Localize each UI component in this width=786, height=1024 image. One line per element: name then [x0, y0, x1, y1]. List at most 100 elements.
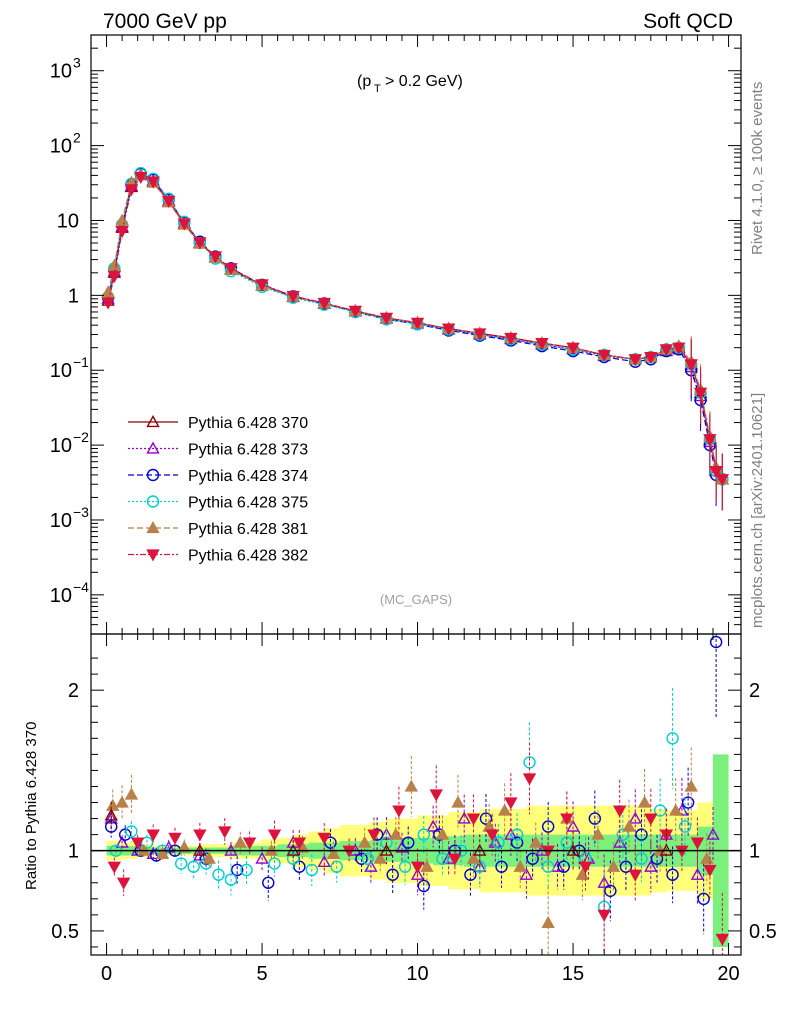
header-left: 7000 GeV pp — [103, 10, 227, 33]
legend-item-382: Pythia 6.428 382 — [128, 548, 308, 565]
main-data-point — [473, 328, 487, 341]
ratio-data-point — [417, 828, 430, 841]
ratio-data-point — [628, 869, 642, 882]
ratio-y-tick-label: 2 — [68, 680, 79, 702]
main-data-point — [379, 312, 394, 325]
ratio-data-point — [644, 859, 658, 872]
ratio-data-point — [230, 863, 244, 877]
ratio-data-point — [267, 829, 282, 842]
main-data-point — [286, 290, 300, 303]
cut-label: (p T > 0.2 GeV) — [357, 73, 463, 95]
ratio-panel-frame — [90, 633, 742, 956]
ratio-data-point — [268, 857, 281, 870]
ratio-data-point — [292, 837, 307, 850]
main-series-373 — [101, 167, 730, 511]
main-data-point — [644, 351, 658, 364]
legend-label: Pythia 6.428 381 — [188, 521, 308, 538]
ratio-data-point — [373, 851, 387, 864]
ratio-data-point — [504, 827, 518, 840]
ratio-data-point — [212, 868, 225, 881]
ratio-data-point — [104, 808, 118, 821]
ratio-data-point — [637, 795, 652, 808]
ratio-data-point — [330, 860, 343, 873]
ratio-data-point — [541, 860, 555, 873]
ratio-data-point — [466, 813, 481, 826]
ratio-series-374 — [105, 634, 723, 935]
legend-item-370: Pythia 6.428 370 — [128, 415, 308, 432]
ratio-data-point — [619, 860, 633, 873]
ratio-data-point — [420, 859, 434, 872]
ratio-data-point — [541, 915, 555, 928]
main-data-point — [410, 317, 425, 330]
ratio-data-point — [597, 875, 611, 888]
main-data-point — [684, 359, 698, 372]
main-data-point — [566, 342, 580, 355]
ratio-data-point — [653, 804, 667, 817]
cut-label-prefix: (p — [357, 73, 371, 90]
main-data-point — [535, 338, 549, 351]
ratio-ylabel: Ratio to Pythia 6.428 370 — [23, 722, 40, 890]
ratio-data-point — [317, 832, 331, 845]
ratio-data-point — [193, 829, 207, 842]
ratio-data-point — [541, 820, 555, 833]
ratio-data-point — [105, 820, 118, 833]
main-y-tick-exponent: −3 — [73, 504, 89, 520]
ratio-series-382 — [107, 742, 730, 955]
ratio-data-point — [115, 795, 129, 808]
ratio-data-point — [218, 826, 232, 839]
ratio-data-point — [448, 853, 462, 866]
ratio-data-point — [644, 813, 658, 826]
main-y-tick-label: 10 — [50, 136, 72, 158]
ratio-data-point — [286, 852, 300, 865]
legend-item-374: Pythia 6.428 374 — [128, 468, 308, 485]
ratio-data-point — [497, 803, 512, 816]
main-data-point — [146, 176, 160, 189]
legend: Pythia 6.428 370 Pythia 6.428 373 Pythia 6… — [128, 415, 308, 565]
ratio-data-point — [293, 860, 306, 873]
main-y-tick-exponent: −4 — [73, 579, 89, 595]
ratio-data-point — [124, 787, 139, 800]
ratio-data-point — [357, 835, 372, 848]
ratio-data-point — [168, 832, 182, 845]
ratio-data-point — [526, 852, 539, 865]
ratio-data-point — [119, 828, 132, 841]
ratio-data-point — [604, 884, 617, 897]
ratio-data-point — [187, 860, 200, 873]
ratio-data-point — [355, 852, 368, 865]
main-data-point — [255, 279, 269, 292]
legend-item-381: Pythia 6.428 381 — [128, 521, 308, 538]
ratio-data-point — [107, 861, 122, 874]
ratio-y-tick-label-right: 1 — [749, 841, 760, 863]
main-data-point — [709, 465, 723, 479]
ratio-data-point — [426, 819, 440, 832]
ratio-data-point — [392, 805, 406, 818]
ratio-y-tick-label: 1 — [68, 841, 79, 863]
main-data-point — [703, 434, 717, 447]
ratio-data-point — [690, 867, 705, 880]
main-data-point — [224, 263, 238, 276]
ratio-data-point — [668, 803, 683, 816]
x-tick-label: 0 — [101, 963, 112, 985]
ratio-data-point — [174, 857, 188, 870]
x-tick-label: 10 — [406, 963, 428, 985]
main-series-374 — [101, 167, 729, 511]
ratio-y-tick-label-right: 0.5 — [749, 921, 777, 943]
main-data-point — [115, 226, 129, 239]
main-y-tick-label: 10 — [50, 585, 72, 607]
ratio-data-point — [597, 909, 611, 922]
ratio-data-point — [404, 779, 419, 792]
legend-label: Pythia 6.428 370 — [188, 415, 308, 432]
main-data-point — [107, 271, 122, 284]
ratio-data-point — [361, 852, 374, 865]
legend-marker — [146, 468, 160, 482]
legend-item-373: Pythia 6.428 373 — [128, 442, 308, 459]
ratio-data-point — [684, 779, 698, 792]
ratio-data-point — [473, 859, 487, 872]
ratio-data-point — [177, 840, 191, 853]
ratio-data-point — [697, 892, 710, 906]
ratio-y-tick-label: 0.5 — [51, 921, 79, 943]
ratio-data-point — [492, 836, 505, 849]
ratio-data-point — [417, 879, 430, 893]
main-data-point — [715, 474, 730, 487]
ratio-data-point — [457, 811, 471, 824]
